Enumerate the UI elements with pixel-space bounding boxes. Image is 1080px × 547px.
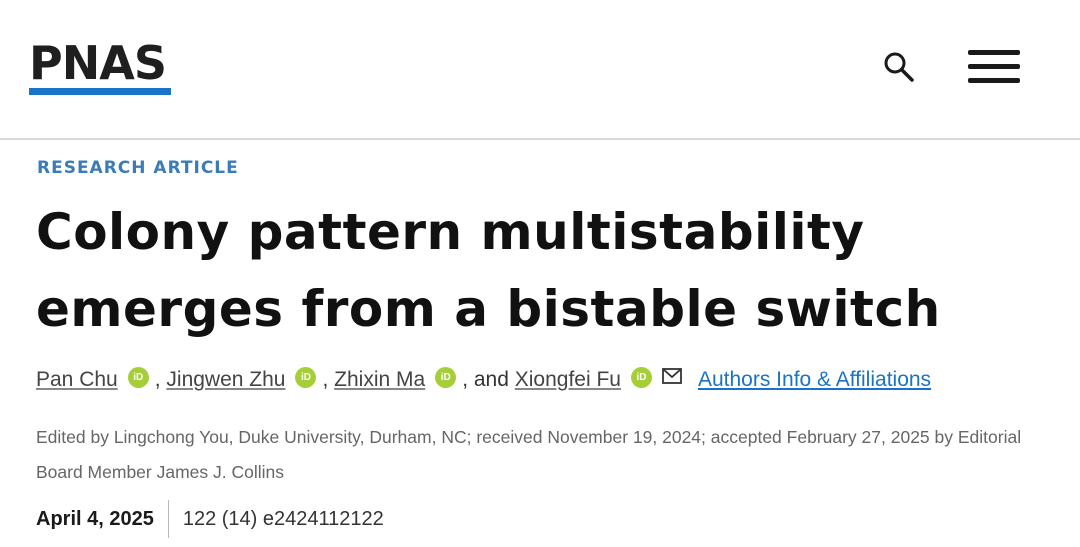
hamburger-menu-icon [968,50,1020,83]
logo-underline [29,88,171,95]
publication-date: April 4, 2025 [36,507,154,530]
orcid-icon[interactable]: iD [127,367,149,388]
author-link[interactable]: Xiongfei Fu [514,368,621,391]
author-separator: , [322,368,335,391]
orcid-icon[interactable]: iD [295,367,317,388]
orcid-icon[interactable]: iD [630,367,652,388]
authors-info-affiliations-link[interactable]: Authors Info & Affiliations [697,368,932,391]
orcid-icon[interactable]: iD [435,367,457,388]
article-type-label: RESEARCH ARTICLE [37,158,239,178]
author-separator: , and [462,368,515,391]
author-separator: , [154,368,167,391]
email-icon[interactable] [662,366,682,390]
separator [167,500,169,538]
author-link[interactable]: Zhixin Ma [334,368,426,391]
author-list: Pan Chu iD, Jingwen Zhu iD, Zhixin Ma iD, a… [36,366,931,392]
pnas-logo[interactable]: PNAS [29,38,172,95]
citation: 122 (14) e2424112122 [182,507,384,530]
publication-info: April 4, 2025 122 (14) e2424112122 [36,500,384,538]
search-button[interactable] [882,50,916,84]
logo-text: PNAS [29,36,167,90]
menu-button[interactable] [968,50,1020,84]
author-link[interactable]: Pan Chu [36,368,118,391]
header-divider [0,138,1080,140]
article-title: Colony pattern multistability emerges fr… [36,203,941,338]
author-link[interactable]: Jingwen Zhu [166,368,286,391]
editorial-info: Edited by Lingchong You, Duke University… [36,427,1022,482]
search-icon [884,52,914,82]
